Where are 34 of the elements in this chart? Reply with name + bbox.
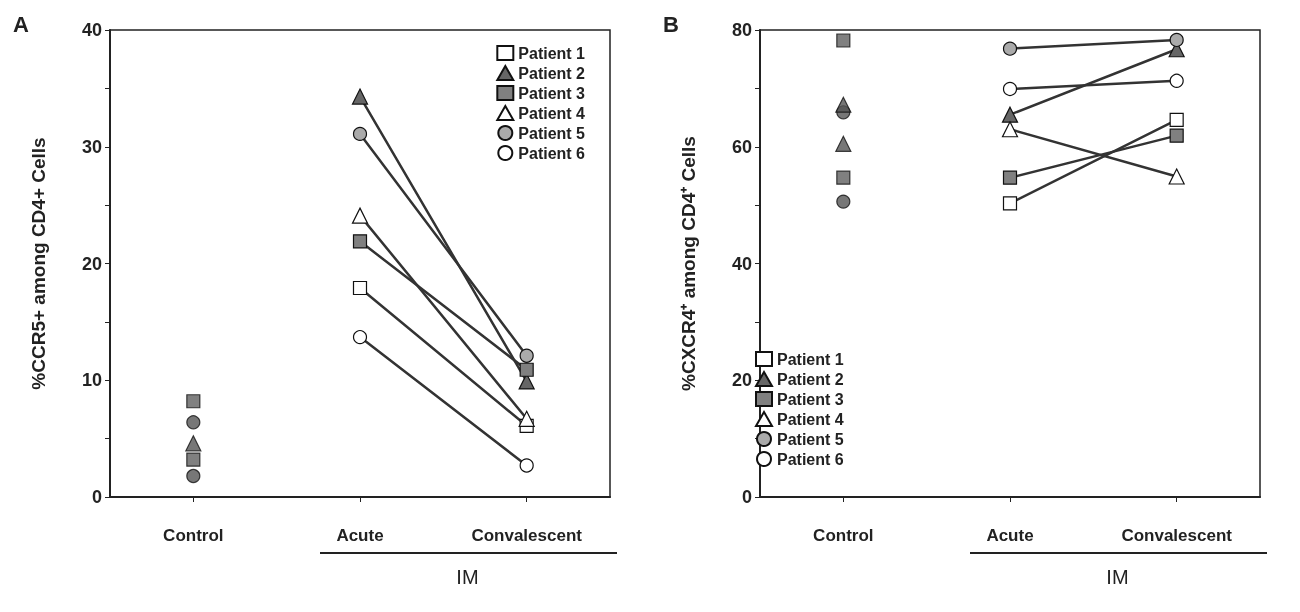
y-tick-label: 40 <box>731 253 752 274</box>
legend-label: Patient 1 <box>777 350 844 368</box>
legend-label: Patient 2 <box>777 370 844 388</box>
y-tick-label: 40 <box>81 20 102 40</box>
text: IM <box>456 566 479 588</box>
text: IM <box>1106 566 1129 588</box>
legend-label: Patient 1 <box>518 44 586 62</box>
legend-label: Patient 4 <box>518 104 586 122</box>
y-tick-label: 30 <box>81 136 102 157</box>
y-axis-title: %CXCR4⁺ among CD4⁺ Cells <box>678 136 699 391</box>
legend-label: Patient 2 <box>518 64 586 82</box>
legend-label: Patient 3 <box>518 84 586 102</box>
y-tick-label: 60 <box>731 136 752 157</box>
x-tick-label: Acute <box>986 526 1034 545</box>
x-tick-label: Control <box>163 526 224 545</box>
y-tick-label: 10 <box>81 370 102 391</box>
y-axis-title: %CCR5+ among CD4+ Cells <box>28 137 49 390</box>
y-tick-label: 20 <box>81 253 102 274</box>
x-tick-label: Acute <box>336 526 384 545</box>
y-tick-label: 0 <box>91 487 102 507</box>
x-tick-label: Control <box>813 526 874 545</box>
legend-label: Patient 5 <box>777 430 844 448</box>
y-tick-label: 0 <box>741 487 752 507</box>
x-tick-label: Convalescent <box>471 526 583 545</box>
legend-label: Patient 6 <box>518 144 586 162</box>
y-tick-label: 80 <box>731 20 752 40</box>
legend-label: Patient 3 <box>777 390 844 408</box>
chart-title: A <box>13 11 29 37</box>
legend-label: Patient 5 <box>518 124 586 142</box>
chart-title: B <box>663 11 679 37</box>
y-tick-label: 20 <box>731 370 752 391</box>
legend-label: Patient 6 <box>777 450 844 468</box>
legend-label: Patient 4 <box>777 410 844 428</box>
x-tick-label: Convalescent <box>1121 526 1233 545</box>
